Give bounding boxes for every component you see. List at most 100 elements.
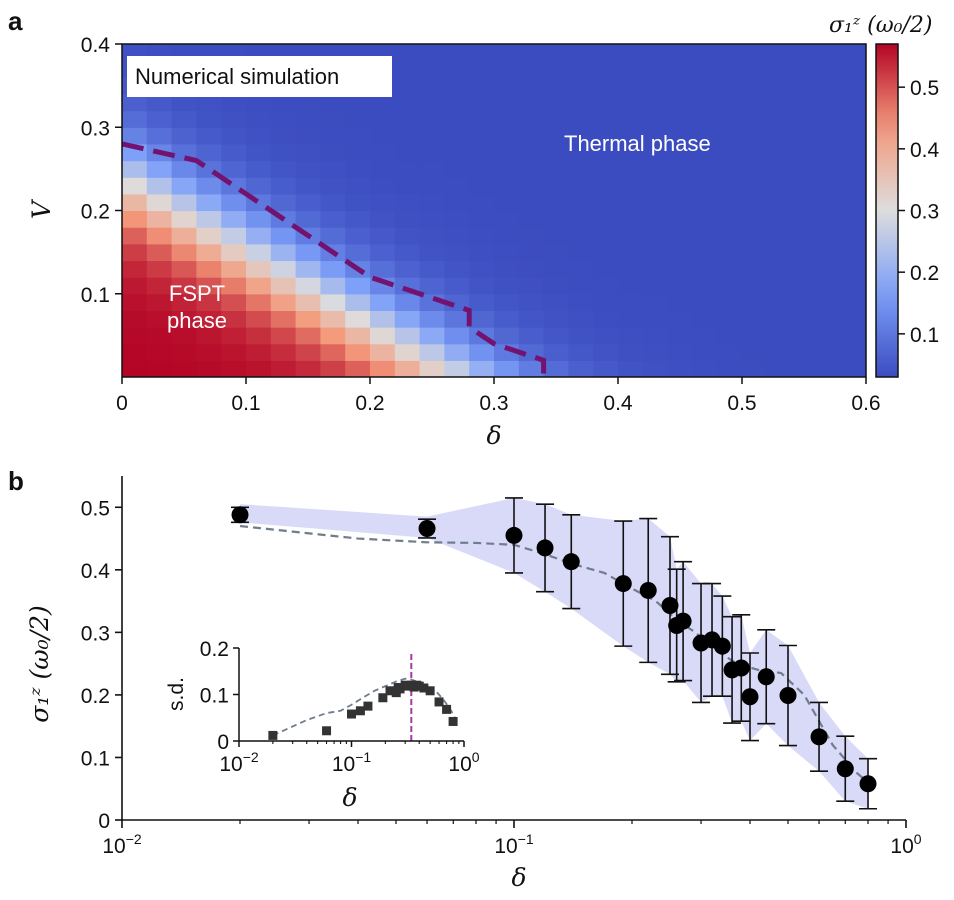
heatmap-cell xyxy=(370,93,396,112)
heatmap-cell xyxy=(618,160,644,178)
heatmap-cell xyxy=(717,293,743,311)
heatmap-cell xyxy=(742,44,768,62)
heatmap-cell xyxy=(394,44,421,62)
heatmap-cell xyxy=(345,193,371,212)
heatmap-cell xyxy=(494,143,520,162)
heatmap-cell xyxy=(146,260,173,278)
y-tick-label: 0 xyxy=(98,810,110,833)
heatmap-cell xyxy=(122,327,148,345)
heatmap-cell xyxy=(766,260,793,278)
y-tick-label: 0.4 xyxy=(81,560,111,583)
fspt-phase-label-line2: phase xyxy=(167,308,227,333)
heatmap-cell xyxy=(394,60,421,78)
heatmap-cell xyxy=(171,177,197,195)
heatmap-cell xyxy=(419,177,445,195)
heatmap-cell xyxy=(146,293,173,311)
inset-x-tick-label: 10−2 xyxy=(219,749,259,776)
heatmap-cell xyxy=(618,60,644,78)
heatmap-cell xyxy=(295,243,321,262)
heatmap-cell xyxy=(667,160,693,178)
data-point xyxy=(741,688,759,706)
panel-b-label: b xyxy=(8,466,24,496)
heatmap-cell xyxy=(394,227,421,245)
heatmap-cell xyxy=(742,277,768,295)
heatmap-cell xyxy=(593,277,619,295)
heatmap-cell xyxy=(171,260,197,278)
data-point xyxy=(836,760,854,778)
inset-xlabel: δ xyxy=(342,783,357,812)
heatmap-cell xyxy=(518,60,545,78)
heatmap-cell xyxy=(791,93,817,112)
inset-data-point xyxy=(448,716,458,726)
heatmap-cell xyxy=(196,143,222,162)
heatmap-cell xyxy=(494,93,520,112)
heatmap-cell xyxy=(841,277,866,295)
heatmap-cell xyxy=(221,327,247,345)
heatmap-cell xyxy=(543,160,569,178)
heatmap-cell xyxy=(841,343,866,361)
heatmap-cell xyxy=(816,127,842,145)
heatmap-cell xyxy=(518,110,545,128)
heatmap-cell xyxy=(494,243,520,262)
heatmap-cell xyxy=(667,293,693,311)
heatmap-cell xyxy=(791,343,817,361)
heatmap-cell xyxy=(543,77,569,95)
heatmap-cell xyxy=(692,310,718,328)
heatmap-cell xyxy=(196,310,222,328)
heatmap-cell xyxy=(766,243,793,262)
heatmap-cell xyxy=(791,310,817,328)
heatmap-cell xyxy=(370,260,396,278)
heatmap-cell xyxy=(841,260,866,278)
heatmap-cell xyxy=(766,343,793,361)
x-tick-label: 0.1 xyxy=(231,392,260,415)
heatmap-cell xyxy=(146,160,173,178)
heatmap-cell xyxy=(394,193,421,212)
heatmap-cell xyxy=(717,343,743,361)
heatmap-cell xyxy=(469,243,495,262)
heatmap-cell xyxy=(692,44,718,62)
heatmap-cell xyxy=(518,160,545,178)
y-tick-label: 0.2 xyxy=(81,685,110,708)
heatmap-cell xyxy=(270,193,297,212)
heatmap-cell xyxy=(791,260,817,278)
heatmap-cell xyxy=(270,327,297,345)
heatmap-cell xyxy=(444,44,470,62)
heatmap-cell xyxy=(270,177,297,195)
heatmap-cell xyxy=(717,60,743,78)
heatmap-cell xyxy=(642,193,669,212)
heatmap-cell xyxy=(419,277,445,295)
heatmap-cell xyxy=(246,127,272,145)
fspt-phase-label-line1: FSPT xyxy=(169,281,225,306)
colorbar-label: σ₁ᶻ (ω₀/2) xyxy=(829,13,932,38)
heatmap-cell xyxy=(766,160,793,178)
heatmap-cell xyxy=(196,193,222,212)
heatmap-cell xyxy=(841,227,866,245)
heatmap-cell xyxy=(618,110,644,128)
heatmap-cell xyxy=(593,210,619,228)
heatmap-cell xyxy=(766,110,793,128)
heatmap-cell xyxy=(419,227,445,245)
heatmap-cell xyxy=(171,210,197,228)
heatmap-cell xyxy=(295,160,321,178)
heatmap-cell xyxy=(196,210,222,228)
heatmap-cell xyxy=(841,60,866,78)
heatmap-cell xyxy=(518,177,545,195)
heatmap-cell xyxy=(146,227,173,245)
heatmap-cell xyxy=(593,93,619,112)
inset-axes: 10−2 10−1 100 0 0.1 0.2 xyxy=(200,638,480,776)
heatmap-cell xyxy=(667,327,693,345)
heatmap-cell xyxy=(221,360,247,377)
heatmap-cell xyxy=(717,277,743,295)
heatmap-cell xyxy=(816,110,842,128)
heatmap-cell xyxy=(841,327,866,345)
heatmap-cell xyxy=(270,243,297,262)
heatmap-cell xyxy=(270,143,297,162)
heatmap-cell xyxy=(593,193,619,212)
heatmap-cell xyxy=(841,360,866,377)
heatmap-cell xyxy=(246,360,272,377)
data-point xyxy=(562,553,580,571)
heatmap-cell xyxy=(642,60,669,78)
heatmap-cell xyxy=(841,77,866,95)
heatmap-cell xyxy=(766,77,793,95)
